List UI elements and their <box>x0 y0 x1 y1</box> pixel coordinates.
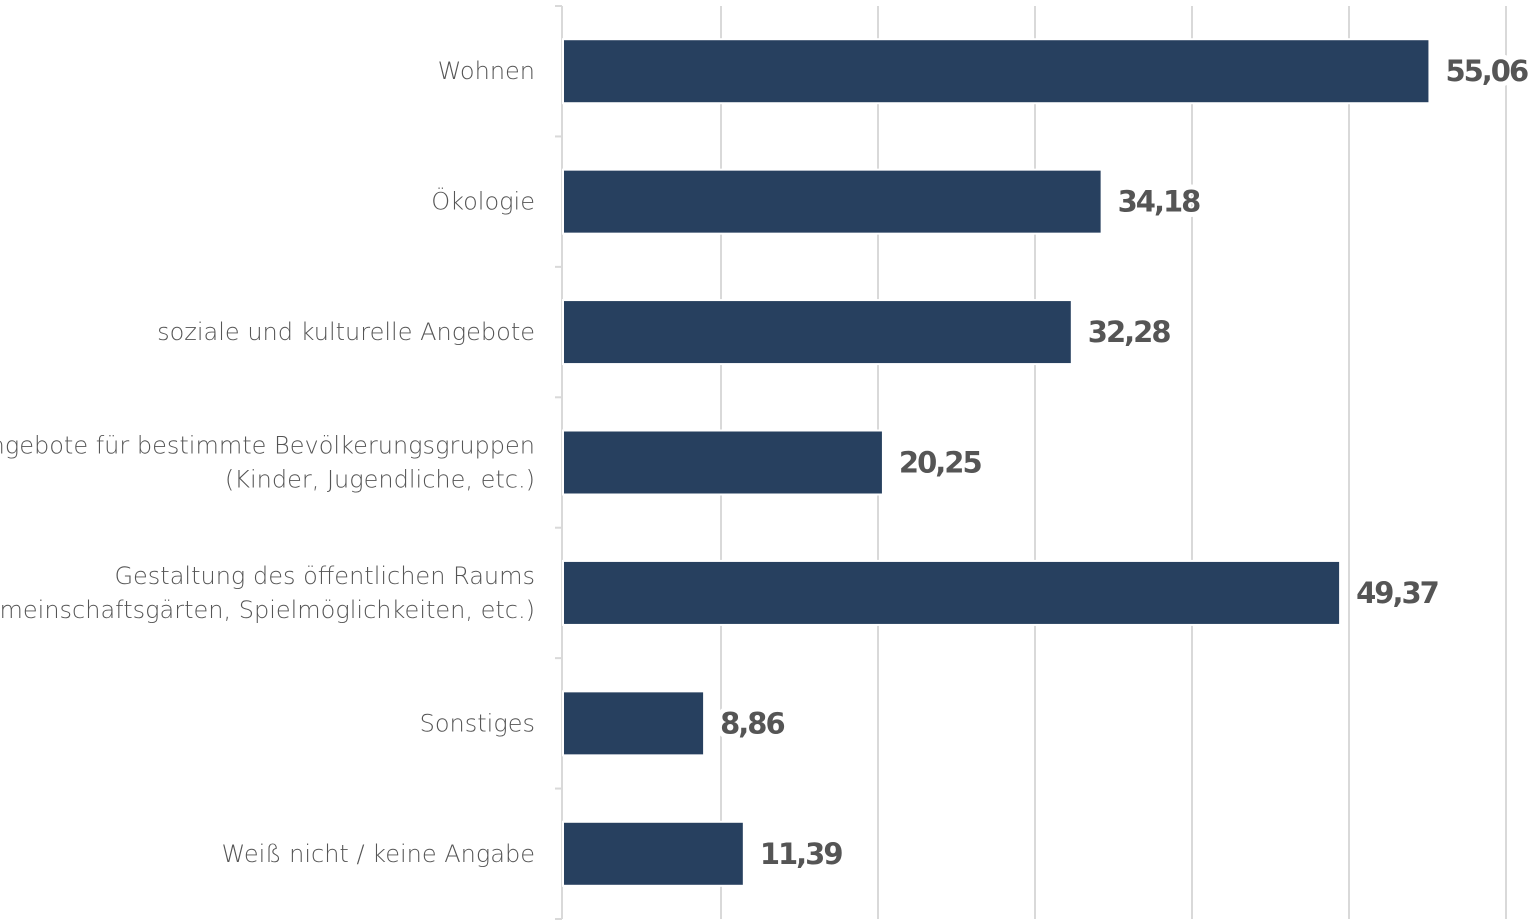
category-label: Angebote für bestimmte Bevölkerungsgrupp… <box>0 432 535 460</box>
bars <box>564 40 1428 885</box>
category-labels: Wohnen Ökologie soziale und kulturelle Ang… <box>0 57 535 868</box>
category-label: (Gemeinschaftsgärten, Spielmöglichkeiten… <box>0 596 535 624</box>
category-label: Gestaltung des öffentlichen Raums <box>114 562 535 590</box>
category-label: Weiß nicht / keine Angabe <box>222 840 535 868</box>
value-label: 8,86 <box>720 706 784 740</box>
value-label: 55,06 <box>1445 54 1528 88</box>
bar <box>564 562 1339 624</box>
bar <box>564 40 1428 102</box>
value-label: 20,25 <box>899 446 982 480</box>
category-label: (Kinder, Jugendliche, etc.) <box>225 466 535 494</box>
category-label: Sonstiges <box>420 709 535 737</box>
category-label: Ökologie <box>431 186 535 216</box>
category-label: Wohnen <box>438 57 535 85</box>
bar <box>564 432 882 494</box>
value-label: 34,18 <box>1118 185 1201 219</box>
bar <box>564 301 1071 363</box>
bar <box>564 823 743 885</box>
category-label: soziale und kulturelle Angebote <box>157 318 535 346</box>
category-axis <box>555 6 562 919</box>
bar <box>564 692 703 754</box>
bar <box>564 171 1101 233</box>
value-label: 11,39 <box>760 837 843 871</box>
value-label: 49,37 <box>1356 576 1438 610</box>
value-label: 32,28 <box>1088 315 1171 349</box>
